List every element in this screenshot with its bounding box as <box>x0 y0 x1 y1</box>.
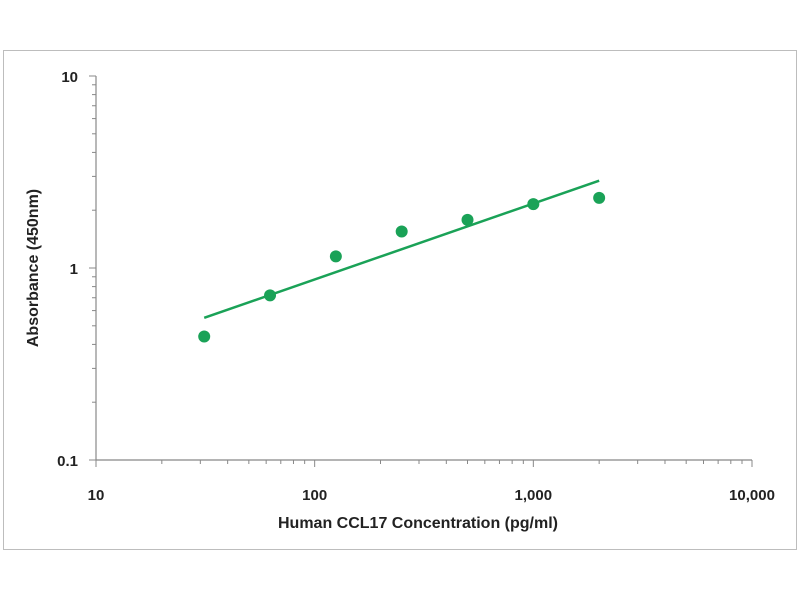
x-axis-title: Human CCL17 Concentration (pg/ml) <box>278 515 558 532</box>
data-point <box>395 225 408 238</box>
trendline <box>203 179 600 320</box>
y-axis-title: Absorbance (450nm) <box>25 189 42 347</box>
y-axis-ticks <box>89 75 96 461</box>
data-points <box>198 191 606 343</box>
trendline-group <box>203 179 600 320</box>
x-axis-tick-labels: 10 100 1,000 10,000 <box>88 487 775 504</box>
chart-axes <box>95 76 752 461</box>
y-axis-tick-labels: 0.1 1 10 <box>57 69 78 470</box>
data-point <box>461 213 474 226</box>
data-point <box>593 191 606 204</box>
data-point <box>198 330 211 343</box>
chart-frame <box>3 50 797 550</box>
x-axis-ticks <box>95 460 753 467</box>
data-point <box>264 289 277 302</box>
data-point <box>527 198 540 211</box>
x-tick-label: 1,000 <box>515 487 553 504</box>
data-point <box>329 250 342 263</box>
y-tick-label: 1 <box>70 261 78 278</box>
y-tick-label: 10 <box>61 69 78 86</box>
y-tick-label: 0.1 <box>57 453 78 470</box>
x-tick-label: 10,000 <box>729 487 775 504</box>
x-tick-label: 100 <box>302 487 327 504</box>
x-tick-label: 10 <box>88 487 105 504</box>
